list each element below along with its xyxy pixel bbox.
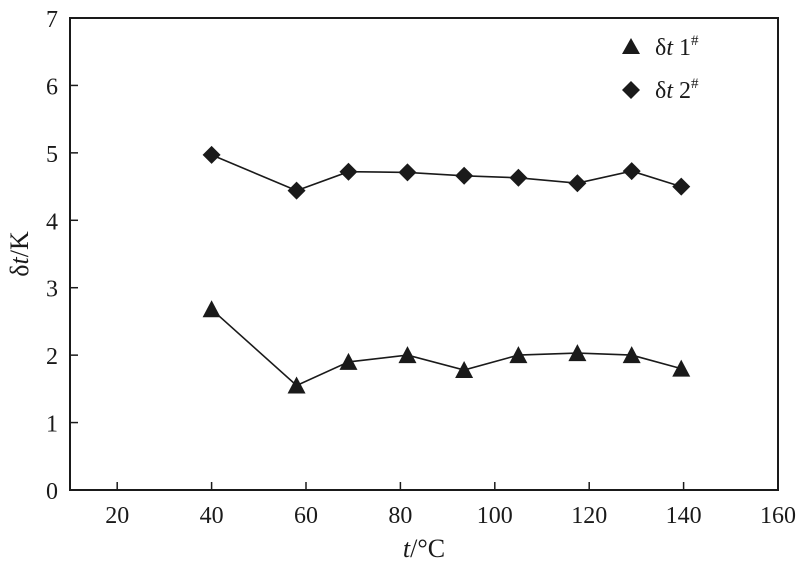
axis-ticks: 20 40 60 80 100 120 140 160 0 1 2 3 4 5 6 7 [46, 7, 796, 529]
series-2-point [398, 163, 417, 182]
y-tick-label: 0 [46, 479, 58, 505]
series-1-point [339, 352, 358, 370]
legend-marker-diamond [622, 81, 640, 99]
x-tick-label: 60 [294, 503, 318, 529]
x-tick-label: 160 [760, 503, 796, 529]
series-layer [202, 145, 691, 394]
legend-label-series-2: δt 2# [655, 76, 699, 104]
y-tick-label: 7 [46, 7, 58, 33]
series-2-point [672, 177, 691, 196]
x-tick-label: 20 [105, 503, 129, 529]
x-tick-label: 80 [388, 503, 412, 529]
series-2-line [211, 154, 682, 192]
x-tick-label: 120 [571, 503, 607, 529]
series-2-point [339, 162, 358, 181]
x-axis-title: t/°C [403, 534, 445, 563]
series-2-point [509, 168, 528, 187]
series-1-point [455, 360, 474, 378]
plot-frame [69, 17, 779, 491]
series-2-point [622, 162, 641, 181]
series-2-point [455, 166, 474, 185]
y-tick-label: 2 [46, 344, 58, 370]
y-tick-label: 4 [46, 209, 58, 235]
y-tick-label: 6 [46, 74, 58, 100]
series-1-point [398, 346, 417, 364]
series-2-point [202, 145, 221, 164]
series-1-point [672, 359, 691, 377]
y-tick-label: 1 [46, 412, 58, 438]
y-tick-label: 5 [46, 142, 58, 168]
x-tick-label: 140 [666, 503, 702, 529]
series-2-point [568, 174, 587, 193]
series-2-point [287, 181, 306, 200]
series-2 [202, 145, 691, 200]
legend-marker-triangle [622, 38, 640, 54]
series-1-point [568, 344, 587, 362]
series-1-point [202, 300, 221, 318]
y-tick-label: 3 [46, 277, 58, 303]
x-tick-label: 100 [477, 503, 513, 529]
series-1-point [287, 376, 306, 394]
series-1-line [211, 308, 682, 387]
legend-label-series-1: δt 1# [655, 33, 699, 61]
legend: δt 1# δt 2# [622, 33, 699, 104]
series-1-point [622, 346, 641, 364]
y-axis-title: δt/K [5, 231, 34, 277]
series-1 [202, 300, 691, 394]
series-1-point [509, 346, 528, 364]
x-tick-label: 40 [200, 503, 224, 529]
